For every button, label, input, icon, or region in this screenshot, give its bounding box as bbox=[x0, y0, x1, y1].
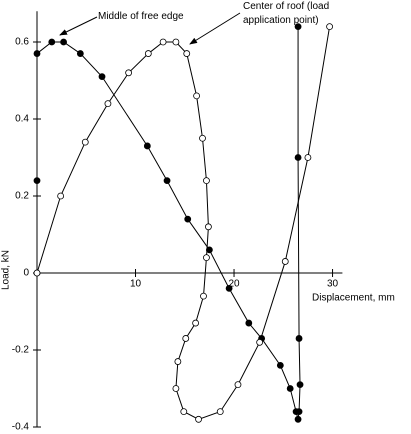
data-point bbox=[281, 258, 289, 265]
x-tick-label: 10 bbox=[130, 279, 142, 290]
series-label: Middle of free edge bbox=[98, 11, 184, 22]
data-point bbox=[234, 381, 242, 389]
data-point bbox=[294, 23, 302, 31]
x-axis-label: Displacement, mm bbox=[312, 293, 395, 304]
y-axis-label: Load, kN bbox=[1, 250, 12, 290]
data-point bbox=[199, 134, 206, 142]
data-point bbox=[163, 177, 171, 185]
data-point bbox=[33, 269, 41, 277]
data-point bbox=[200, 292, 207, 300]
data-point bbox=[183, 50, 191, 57]
series-label: Center of roof (load application point) bbox=[243, 1, 330, 26]
data-point bbox=[76, 50, 84, 57]
series-line bbox=[36, 26, 301, 420]
y-tick-label: -0.4 bbox=[12, 422, 30, 433]
data-point bbox=[245, 319, 253, 327]
y-tick-label: 0.4 bbox=[15, 114, 29, 125]
data-point bbox=[180, 408, 188, 416]
data-point bbox=[104, 100, 112, 107]
data-point bbox=[172, 38, 180, 46]
data-point bbox=[203, 177, 210, 185]
data-point bbox=[60, 38, 67, 46]
data-point bbox=[294, 154, 302, 161]
data-point bbox=[125, 69, 133, 77]
data-point bbox=[195, 415, 202, 423]
data-point bbox=[304, 154, 312, 161]
data-point bbox=[203, 254, 210, 262]
y-tick-label: 0 bbox=[23, 268, 29, 279]
data-point bbox=[225, 284, 233, 292]
data-point bbox=[192, 319, 200, 327]
data-point bbox=[295, 335, 303, 342]
data-point bbox=[295, 408, 303, 416]
data-point bbox=[33, 177, 41, 185]
data-point bbox=[205, 223, 212, 231]
annotation-arrow bbox=[59, 16, 98, 36]
data-point bbox=[57, 192, 65, 200]
data-point bbox=[143, 142, 151, 150]
data-point bbox=[48, 38, 56, 46]
data-point bbox=[81, 138, 89, 146]
data-point bbox=[193, 92, 200, 100]
y-tick-label: 0.6 bbox=[15, 37, 29, 48]
data-point bbox=[184, 215, 192, 223]
data-point bbox=[33, 50, 41, 57]
data-point bbox=[98, 73, 106, 81]
data-point bbox=[286, 385, 294, 392]
data-point bbox=[294, 415, 302, 423]
data-point bbox=[174, 358, 182, 365]
x-tick-label: 30 bbox=[327, 279, 339, 290]
annotation-arrow bbox=[189, 12, 241, 45]
data-point bbox=[296, 381, 304, 389]
data-point bbox=[159, 38, 167, 46]
data-point bbox=[326, 23, 333, 31]
x-tick-label: 20 bbox=[228, 279, 240, 290]
y-tick-label: 0.2 bbox=[15, 191, 29, 202]
data-point bbox=[172, 385, 180, 392]
data-point bbox=[206, 246, 213, 254]
data-point bbox=[182, 335, 190, 342]
data-point bbox=[256, 338, 264, 346]
series-line bbox=[36, 26, 331, 420]
data-point bbox=[144, 50, 152, 57]
y-tick-label: -0.2 bbox=[12, 345, 30, 356]
data-point bbox=[216, 408, 224, 416]
data-point bbox=[276, 361, 284, 369]
